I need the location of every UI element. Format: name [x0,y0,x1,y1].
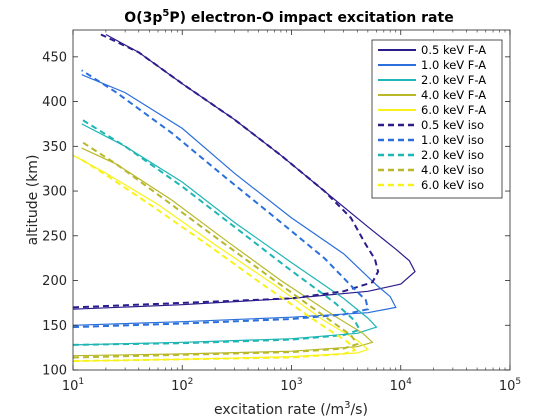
x-tick-label: 102 [171,377,193,394]
series-line-1-0-kev-iso [72,69,370,329]
tick-layer: 101 102 103 104 105 100 150 200 250 300 350 400 450 [42,30,521,394]
chart-title: O(3p5P) electron-O impact excitation rat… [124,8,453,26]
series-line-1-0-kev-f-a [72,74,397,326]
legend-label-0-5-kev-iso: 0.5 keV iso [421,118,484,132]
y-tick-label: 350 [42,140,67,155]
series-line-0-5-kev-iso [72,33,380,309]
y-axis-label: altitude (km) [25,155,41,246]
y-tick-label: 150 [42,319,67,334]
legend: 0.5 keV F-A1.0 keV F-A2.0 keV F-A4.0 keV… [371,39,503,199]
title-superscript: 5 [162,8,169,19]
legend-label-6-0-kev-f-a: 6.0 keV F-A [421,103,486,117]
legend-label-4-0-kev-f-a: 4.0 keV F-A [421,88,486,102]
x-tick-label: 104 [390,377,413,394]
legend-label-1-0-kev-f-a: 1.0 keV F-A [421,58,486,72]
legend-label-0-5-kev-f-a: 0.5 keV F-A [421,43,486,57]
legend-label-2-0-kev-f-a: 2.0 keV F-A [421,73,486,87]
y-tick-label: 200 [42,274,67,289]
y-tick-label: 300 [42,185,67,200]
y-tick-label: 450 [42,50,67,65]
legend-label-1-0-kev-iso: 1.0 keV iso [421,133,484,147]
y-tick-label: 400 [42,95,67,110]
series-line-0-5-kev-f-a [72,33,416,310]
x-axis-label: excitation rate (/m3/s) [214,400,368,418]
series-line-4-0-kev-iso [72,140,359,359]
legend-label-4-0-kev-iso: 4.0 keV iso [421,163,484,177]
x-tick-label: 105 [499,377,521,394]
y-tick-label: 100 [42,364,67,379]
x-tick-label: 103 [280,377,302,394]
legend-box [371,39,503,199]
x-tick-label: 101 [62,377,84,394]
series-line-2-0-kev-iso [72,118,362,346]
y-tick-label: 250 [42,229,67,244]
legend-label-6-0-kev-iso: 6.0 keV iso [421,178,484,192]
legend-label-2-0-kev-iso: 2.0 keV iso [421,148,484,162]
series-layer [72,33,416,363]
series-line-6-0-kev-iso [72,156,357,363]
